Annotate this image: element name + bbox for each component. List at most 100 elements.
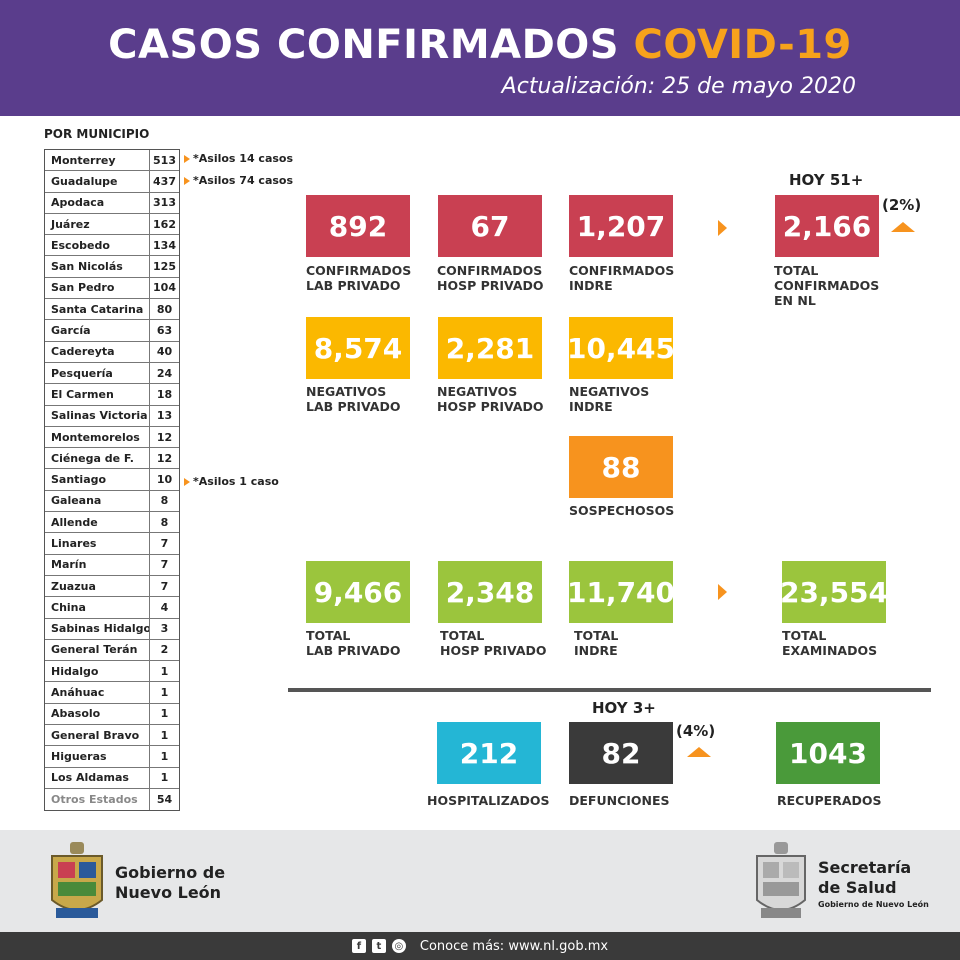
municipio-row: Santiago 10 [45,469,179,491]
municipio-name: Juárez [51,217,90,231]
facebook-icon[interactable]: f [351,939,366,953]
municipio-row: Cadereyta 40 [45,341,179,363]
negativos-hosp-privado-card: 2,281 [438,317,542,379]
negativos-indre-card: 10,445 [567,317,675,379]
municipio-row: Higueras 1 [45,746,179,768]
municipio-row: Santa Catarina 80 [45,299,179,321]
municipio-value: 24 [149,362,179,384]
municipio-value: 7 [149,554,179,575]
municipio-name: Cadereyta [51,345,115,359]
defunciones-label: DEFUNCIONES [569,793,670,808]
municipio-name: Otros Estados [51,793,138,807]
negativos-lab-privado-card: 8,574 [306,317,410,379]
municipio-value: 125 [149,256,179,277]
arrow-right-icon [184,155,190,163]
municipio-name: Monterrey [51,153,116,167]
municipio-row: Otros Estados 54 [45,788,179,811]
municipio-value: 1 [149,703,179,725]
municipio-name: Los Aldamas [51,771,129,785]
municipio-name: Sabinas Hidalgo [51,622,149,636]
municipio-row: China 4 [45,597,179,619]
municipio-name: Santa Catarina [51,302,144,316]
municipio-row: Zuazua 7 [45,575,179,598]
municipio-value: 4 [149,597,179,618]
municipio-value: 1 [149,661,179,682]
municipio-row: General Terán 2 [45,639,179,662]
municipio-row: Marín 7 [45,554,179,576]
confirmados-today: HOY 51+ [789,171,864,189]
arrow-right-icon [184,478,190,486]
twitter-icon[interactable]: t [371,939,386,953]
social-bar: f t ◎ Conoce más: www.nl.gob.mx [0,932,960,960]
municipio-row: San Pedro 104 [45,277,179,300]
salud-coat-of-arms-icon [756,842,806,918]
municipio-name: Montemorelos [51,430,140,444]
municipio-value: 40 [149,341,179,362]
municipio-name: Salinas Victoria [51,409,148,423]
arrow-right-icon [718,584,727,600]
municipio-row: Montemorelos 12 [45,426,179,449]
recuperados-card: 1043 [776,722,880,784]
municipio-name: General Bravo [51,728,140,742]
municipio-row: Apodaca 313 [45,192,179,214]
municipio-name: San Pedro [51,281,115,295]
note-santiago: *Asilos 1 caso [184,475,279,488]
municipio-row: Abasolo 1 [45,703,179,726]
municipio-value: 7 [149,575,179,597]
title-highlight: COVID-19 [633,22,852,68]
confirmados-pct: (2%) [882,196,922,214]
confirmados-lab-privado-card: 892 [306,195,410,257]
municipio-row: Sabinas Hidalgo 3 [45,618,179,640]
title-main: CASOS CONFIRMADOS [108,22,620,68]
section-divider [288,688,931,692]
municipio-value: 3 [149,618,179,639]
municipio-row: Pesquería 24 [45,362,179,385]
page-title: CASOS CONFIRMADOS COVID-19 [0,22,960,68]
municipio-row: García 63 [45,320,179,342]
municipio-value: 13 [149,405,179,426]
defunciones-today: HOY 3+ [592,699,656,717]
municipio-name: Anáhuac [51,686,105,700]
hospitalizados-label: HOSPITALIZADOS [427,793,550,808]
municipio-name: Allende [51,515,98,529]
municipio-row: General Bravo 1 [45,725,179,747]
arrow-up-icon [687,747,711,757]
municipio-name: Zuazua [51,579,96,593]
municipio-value: 54 [149,788,179,811]
municipio-name: Abasolo [51,707,101,721]
municipio-value: 8 [149,512,179,533]
secretaria-salud-text: Secretaría de Salud [818,858,912,897]
municipio-row: San Nicolás 125 [45,256,179,278]
total-indre-card: 11,740 [567,561,675,623]
municipio-name: China [51,600,86,614]
municipio-row: Juárez 162 [45,213,179,236]
municipio-value: 8 [149,490,179,512]
municipio-value: 513 [149,150,179,171]
total-lab-privado-card: 9,466 [306,561,410,623]
municipio-name: Galeana [51,494,102,508]
note-guadalupe: *Asilos 74 casos [184,174,293,187]
sospechosos-card: 88 [569,436,673,498]
municipio-value: 80 [149,299,179,320]
municipio-name: Linares [51,536,97,550]
municipio-value: 7 [149,533,179,554]
confirmados-hosp-privado-label: CONFIRMADOS HOSP PRIVADO [437,263,544,293]
total-indre-label: TOTAL INDRE [574,628,619,658]
conoce-mas-link[interactable]: Conoce más: www.nl.gob.mx [419,938,609,954]
municipio-value: 18 [149,384,179,405]
negativos-lab-privado-label: NEGATIVOS LAB PRIVADO [306,384,401,414]
municipio-name: García [51,324,91,338]
municipio-row: Guadalupe 437 [45,171,179,193]
municipio-value: 1 [149,746,179,767]
municipio-row: Anáhuac 1 [45,682,179,704]
arrow-right-icon [718,220,727,236]
municipio-value: 1 [149,767,179,788]
municipio-row: Hidalgo 1 [45,661,179,683]
total-lab-privado-label: TOTAL LAB PRIVADO [306,628,401,658]
instagram-icon[interactable]: ◎ [391,939,406,953]
municipio-value: 104 [149,277,179,299]
total-confirmados-label: TOTAL CONFIRMADOS EN NL [774,263,880,308]
negativos-hosp-privado-label: NEGATIVOS HOSP PRIVADO [437,384,544,414]
municipio-name: Higueras [51,749,107,763]
municipio-value: 437 [149,171,179,192]
